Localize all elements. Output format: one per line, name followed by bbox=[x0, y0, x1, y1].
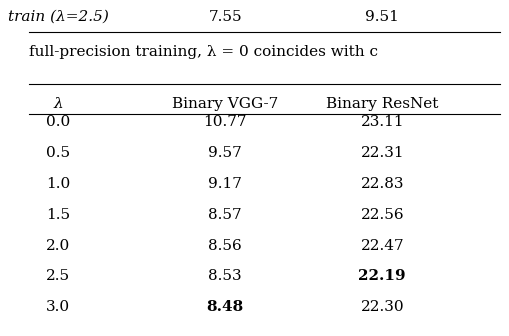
Text: 1.5: 1.5 bbox=[46, 208, 70, 222]
Text: 0.5: 0.5 bbox=[46, 146, 70, 160]
Text: 8.57: 8.57 bbox=[208, 208, 241, 222]
Text: 9.57: 9.57 bbox=[208, 146, 241, 160]
Text: 8.56: 8.56 bbox=[208, 239, 241, 253]
Text: 9.51: 9.51 bbox=[364, 10, 399, 24]
Text: 8.53: 8.53 bbox=[208, 269, 241, 284]
Text: 9.17: 9.17 bbox=[208, 177, 242, 191]
Text: Binary ResNet: Binary ResNet bbox=[325, 97, 438, 112]
Text: λ: λ bbox=[53, 97, 63, 112]
Text: 3.0: 3.0 bbox=[46, 300, 70, 314]
Text: Binary VGG-7: Binary VGG-7 bbox=[172, 97, 278, 112]
Text: 22.83: 22.83 bbox=[360, 177, 403, 191]
Text: 0.0: 0.0 bbox=[46, 115, 70, 129]
Text: 23.11: 23.11 bbox=[360, 115, 403, 129]
Text: 22.47: 22.47 bbox=[360, 239, 403, 253]
Text: 2.0: 2.0 bbox=[46, 239, 70, 253]
Text: train (λ=2.5): train (λ=2.5) bbox=[8, 10, 108, 24]
Text: full-precision training, λ = 0 coincides with c: full-precision training, λ = 0 coincides… bbox=[29, 45, 377, 59]
Text: 8.48: 8.48 bbox=[206, 300, 243, 314]
Text: 22.19: 22.19 bbox=[358, 269, 405, 284]
Text: 10.77: 10.77 bbox=[203, 115, 246, 129]
Text: 1.0: 1.0 bbox=[46, 177, 70, 191]
Text: 22.56: 22.56 bbox=[360, 208, 403, 222]
Text: 22.30: 22.30 bbox=[360, 300, 403, 314]
Text: 7.55: 7.55 bbox=[208, 10, 241, 24]
Text: 22.31: 22.31 bbox=[360, 146, 403, 160]
Text: 2.5: 2.5 bbox=[46, 269, 70, 284]
